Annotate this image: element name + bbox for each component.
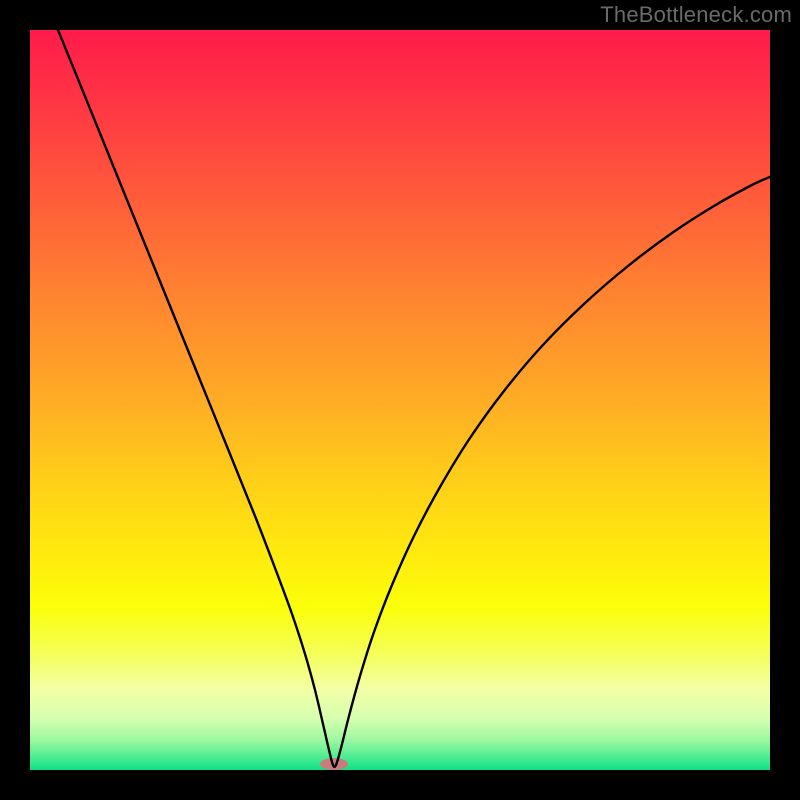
bottleneck-curve <box>58 30 786 767</box>
chart-frame: TheBottleneck.com <box>0 0 800 800</box>
bottleneck-curve-layer <box>0 0 800 800</box>
watermark-text: TheBottleneck.com <box>600 2 792 28</box>
